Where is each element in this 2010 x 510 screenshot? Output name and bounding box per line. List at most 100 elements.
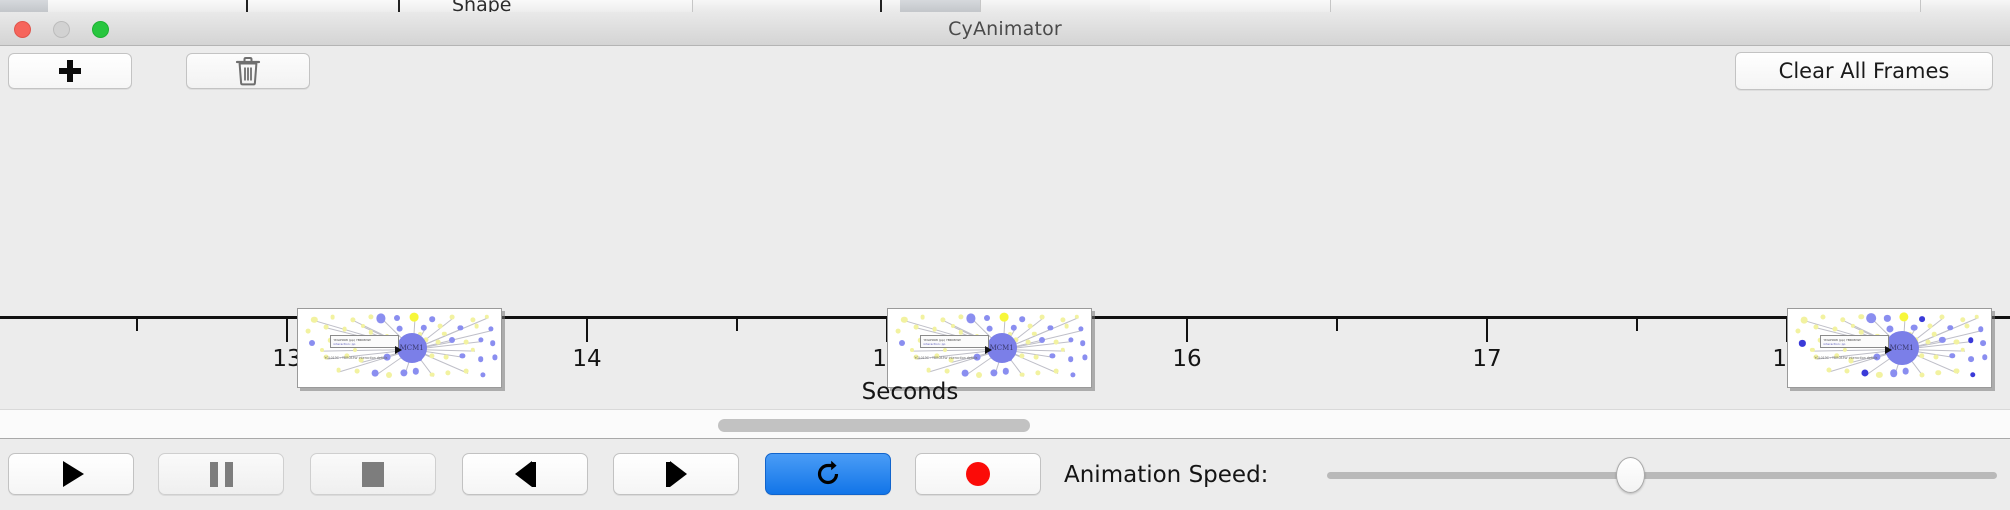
record-button[interactable] [915, 453, 1041, 495]
network-hub-node: MCM1 [1884, 331, 1919, 365]
network-node [920, 314, 925, 320]
network-node [1813, 324, 1819, 330]
network-node [1953, 339, 1959, 345]
network-graph-preview: MCM1 YDL056W (pp) YBR083W interaction: pp Y… [888, 309, 1091, 387]
timeline-frame-thumbnail[interactable]: MCM1 YDL056W (pp) YBR083W interaction: pp Y… [297, 308, 502, 388]
callout-arrow-icon [1885, 345, 1893, 354]
network-node [926, 367, 931, 373]
network-node [1813, 354, 1819, 360]
network-node [1933, 354, 1939, 360]
slider-track [1327, 472, 1997, 479]
axis-tick [1336, 319, 1338, 331]
background-divider [246, 0, 248, 12]
network-node [320, 347, 325, 352]
network-node [1082, 354, 1088, 360]
network-node [480, 371, 486, 378]
timeline-frame-thumbnail[interactable]: MCM1 YDL056W (pp) YBR083W interaction: pp Y… [887, 308, 1092, 388]
network-node [1919, 372, 1925, 378]
network-node [449, 314, 455, 320]
background-window-strip: Shape [0, 0, 2010, 12]
network-node [1799, 340, 1806, 347]
network-node [944, 368, 950, 374]
network-node [350, 317, 356, 323]
network-node [1025, 339, 1031, 345]
network-node [1039, 314, 1045, 320]
minimize-button[interactable] [53, 21, 70, 38]
clear-all-frames-button[interactable]: Clear All Frames [1735, 52, 1993, 90]
slider-thumb[interactable] [1616, 457, 1646, 493]
network-node [492, 354, 498, 360]
network-node [1850, 324, 1856, 329]
network-node [1078, 326, 1084, 332]
network-node [1967, 337, 1974, 343]
network-node [1800, 316, 1808, 324]
network-node [1982, 354, 1988, 361]
timeline-scrollbar[interactable] [0, 409, 2010, 439]
timeline-scrollbar-thumb[interactable] [718, 419, 1030, 432]
play-button[interactable] [8, 453, 134, 495]
network-node [1080, 340, 1086, 347]
network-caption: YGL013C : YBR083W interaction details [1814, 355, 1878, 360]
network-node [477, 356, 484, 362]
network-node [910, 347, 915, 352]
network-node [1931, 331, 1937, 337]
maximize-button[interactable] [92, 21, 109, 38]
network-node [1007, 331, 1012, 336]
playback-controls: Animation Speed: [0, 440, 2010, 510]
network-node [368, 330, 374, 335]
axis-tick-label: 14 [572, 346, 602, 372]
network-graph-preview: MCM1 YDL056W (pp) YBR083W interaction: pp Y… [1788, 309, 1991, 387]
timeline-frame-thumbnail[interactable]: MCM1 YDL056W (pp) YBR083W interaction: pp Y… [1787, 308, 1992, 388]
network-node [429, 353, 435, 359]
network-node [1833, 353, 1840, 359]
network-node [1967, 355, 1974, 362]
stop-button[interactable] [310, 453, 436, 495]
pause-button[interactable] [158, 453, 284, 495]
loop-button[interactable] [765, 453, 891, 495]
delete-frame-button[interactable] [186, 53, 310, 89]
axis-tick [736, 319, 738, 331]
network-node [899, 340, 906, 347]
network-node [469, 317, 476, 323]
network-node [371, 369, 379, 377]
network-node [435, 339, 441, 345]
close-button[interactable] [14, 21, 31, 38]
network-node [1979, 340, 1986, 347]
previous-frame-button[interactable] [462, 453, 588, 495]
record-icon [966, 462, 990, 486]
network-node [932, 326, 938, 332]
network-node [1949, 353, 1956, 359]
network-node [417, 331, 422, 336]
network-node [1884, 315, 1891, 322]
network-node [986, 325, 993, 332]
network-node [1959, 317, 1966, 323]
network-node [420, 324, 428, 331]
network-node [1939, 337, 1946, 344]
network-node [1840, 317, 1846, 323]
background-segment [0, 0, 49, 12]
network-node [399, 369, 408, 377]
network-node [412, 368, 419, 375]
network-node [1049, 353, 1056, 359]
network-node [1070, 371, 1076, 378]
network-node [973, 353, 981, 361]
background-segment [564, 0, 693, 12]
network-node [441, 331, 447, 337]
network-node [376, 313, 386, 323]
axis-tick [586, 319, 588, 342]
network-node [484, 314, 489, 319]
network-node [1960, 347, 1965, 352]
network-node [457, 325, 463, 331]
animation-speed-slider[interactable] [1327, 457, 1997, 493]
network-node [342, 326, 348, 332]
network-node [429, 372, 435, 377]
network-node [368, 314, 374, 320]
window-title: CyAnimator [948, 18, 1062, 40]
add-frame-button[interactable] [8, 53, 132, 89]
axis-tick-label: 13 [272, 346, 302, 372]
network-node [464, 339, 469, 345]
network-node [464, 368, 469, 374]
skip-back-icon [514, 461, 536, 487]
next-frame-button[interactable] [613, 453, 739, 495]
